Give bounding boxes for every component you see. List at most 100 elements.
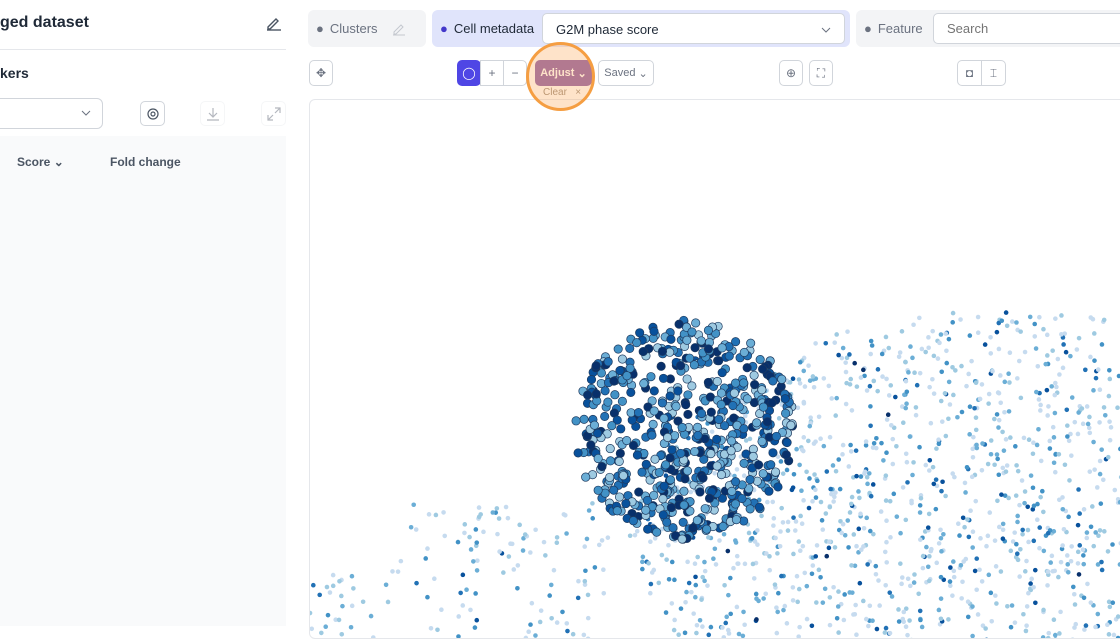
scatter-point xyxy=(764,486,774,496)
scatter-point xyxy=(1063,349,1069,355)
zoom-button[interactable]: ⊕ xyxy=(779,60,803,86)
marker-group-select[interactable] xyxy=(0,98,103,129)
scatter-point xyxy=(656,361,666,371)
saved-selections-button[interactable]: Saved ⌄ xyxy=(598,60,654,86)
scatter-point xyxy=(878,509,884,514)
scatter-point xyxy=(899,575,905,580)
scatter-point xyxy=(1007,380,1012,385)
scatter-point xyxy=(1002,379,1008,385)
scatter-point xyxy=(1111,632,1117,638)
scatter-point xyxy=(1084,404,1090,409)
scatter-point xyxy=(927,457,933,463)
download-button[interactable] xyxy=(200,101,225,126)
scatter-point xyxy=(898,530,903,536)
scatter-point xyxy=(1064,553,1070,558)
scatter-point xyxy=(931,481,937,487)
scatter-point xyxy=(554,620,560,625)
scatter-point xyxy=(843,360,848,365)
scatter-point xyxy=(1002,409,1007,415)
scatter-point xyxy=(1043,361,1049,367)
lasso-tool-button[interactable]: ◯ xyxy=(457,60,481,86)
scatter-point xyxy=(854,543,859,549)
scatter-point xyxy=(865,481,870,487)
scatter-point xyxy=(791,551,796,557)
eye-icon[interactable]: ● xyxy=(316,21,324,36)
scatter-point xyxy=(742,363,752,373)
eye-icon[interactable]: ● xyxy=(440,21,448,36)
scatter-point xyxy=(310,626,315,632)
expand-button[interactable] xyxy=(261,101,286,126)
clusters-tab[interactable]: ● Clusters xyxy=(308,10,426,47)
scatter-point xyxy=(1058,559,1064,565)
subtract-selection-button[interactable]: − xyxy=(503,60,527,86)
add-selection-button[interactable]: + xyxy=(480,60,504,86)
scatter-point xyxy=(688,523,698,533)
scatter-point xyxy=(695,487,705,497)
pan-tool-button[interactable]: ✥ xyxy=(309,60,333,86)
feature-tab[interactable]: ● Feature xyxy=(856,10,1120,47)
fit-view-button[interactable]: ⛶ xyxy=(809,60,833,86)
scatter-point xyxy=(764,551,769,556)
scatter-point xyxy=(806,505,812,511)
scatter-point xyxy=(1105,549,1111,554)
scatter-point xyxy=(950,593,955,598)
scatter-point xyxy=(926,335,931,340)
scatter-point xyxy=(1076,487,1081,492)
scatter-point xyxy=(836,352,841,358)
embedding-plot[interactable] xyxy=(309,99,1120,639)
scatter-point xyxy=(939,369,945,375)
scatter-point xyxy=(912,370,917,375)
feature-search-input[interactable] xyxy=(933,13,1120,44)
scatter-point xyxy=(583,568,588,574)
eye-icon[interactable]: ● xyxy=(864,21,872,36)
cell-metadata-select[interactable]: G2M phase score xyxy=(542,13,845,44)
clear-selection-button[interactable]: Clear × xyxy=(543,87,582,98)
scatter-point xyxy=(979,467,985,473)
scatter-point xyxy=(495,531,500,537)
scatter-point xyxy=(1087,414,1092,420)
scatter-point xyxy=(946,379,952,385)
settings-button[interactable] xyxy=(140,101,165,126)
edit-pencil-icon[interactable] xyxy=(265,14,283,32)
scatter-point xyxy=(640,566,645,572)
scatter-point xyxy=(1026,539,1031,545)
scatter-point xyxy=(665,453,675,463)
scatter-point xyxy=(943,331,949,336)
scatter-point xyxy=(473,527,479,532)
scatter-point xyxy=(1040,635,1046,638)
scatter-point xyxy=(1003,310,1009,315)
scatter-point xyxy=(706,407,716,417)
scatter-point xyxy=(652,527,662,537)
scatter-point xyxy=(885,412,891,418)
scatter-point xyxy=(877,603,882,608)
scatter-point xyxy=(723,620,729,626)
scatter-point xyxy=(413,527,419,532)
scatter-point xyxy=(996,417,1002,423)
scatter-point xyxy=(666,334,676,344)
scatter-point xyxy=(581,472,591,482)
scatter-point xyxy=(632,532,638,538)
scatter-point xyxy=(511,567,517,572)
fold-change-column-header[interactable]: Fold change xyxy=(110,155,181,169)
score-column-header[interactable]: Score ⌄ xyxy=(17,155,64,169)
scatter-point xyxy=(1009,319,1015,324)
scatter-point xyxy=(938,332,944,337)
adjust-button[interactable]: Adjust ⌄ xyxy=(535,60,592,86)
cell-metadata-tab[interactable]: ● Cell metadata G2M phase score xyxy=(432,10,850,47)
scatter-point xyxy=(1065,569,1071,575)
scatter-point xyxy=(693,430,703,440)
scatter-point xyxy=(943,493,948,499)
scatter-point xyxy=(861,598,866,604)
scatter-point xyxy=(571,416,581,426)
fullscreen-button[interactable]: ⌶ xyxy=(981,60,1006,86)
screenshot-button[interactable]: ◘ xyxy=(957,60,982,86)
edit-pencil-icon[interactable] xyxy=(392,22,406,36)
scatter-point xyxy=(728,611,734,617)
scatter-point xyxy=(848,449,854,454)
scatter-point xyxy=(603,397,613,407)
scatter-point xyxy=(1047,438,1053,444)
scatter-point xyxy=(739,458,749,468)
scatter-point xyxy=(1060,495,1065,500)
scatter-point xyxy=(1046,630,1052,636)
scatter-point xyxy=(1032,321,1038,327)
